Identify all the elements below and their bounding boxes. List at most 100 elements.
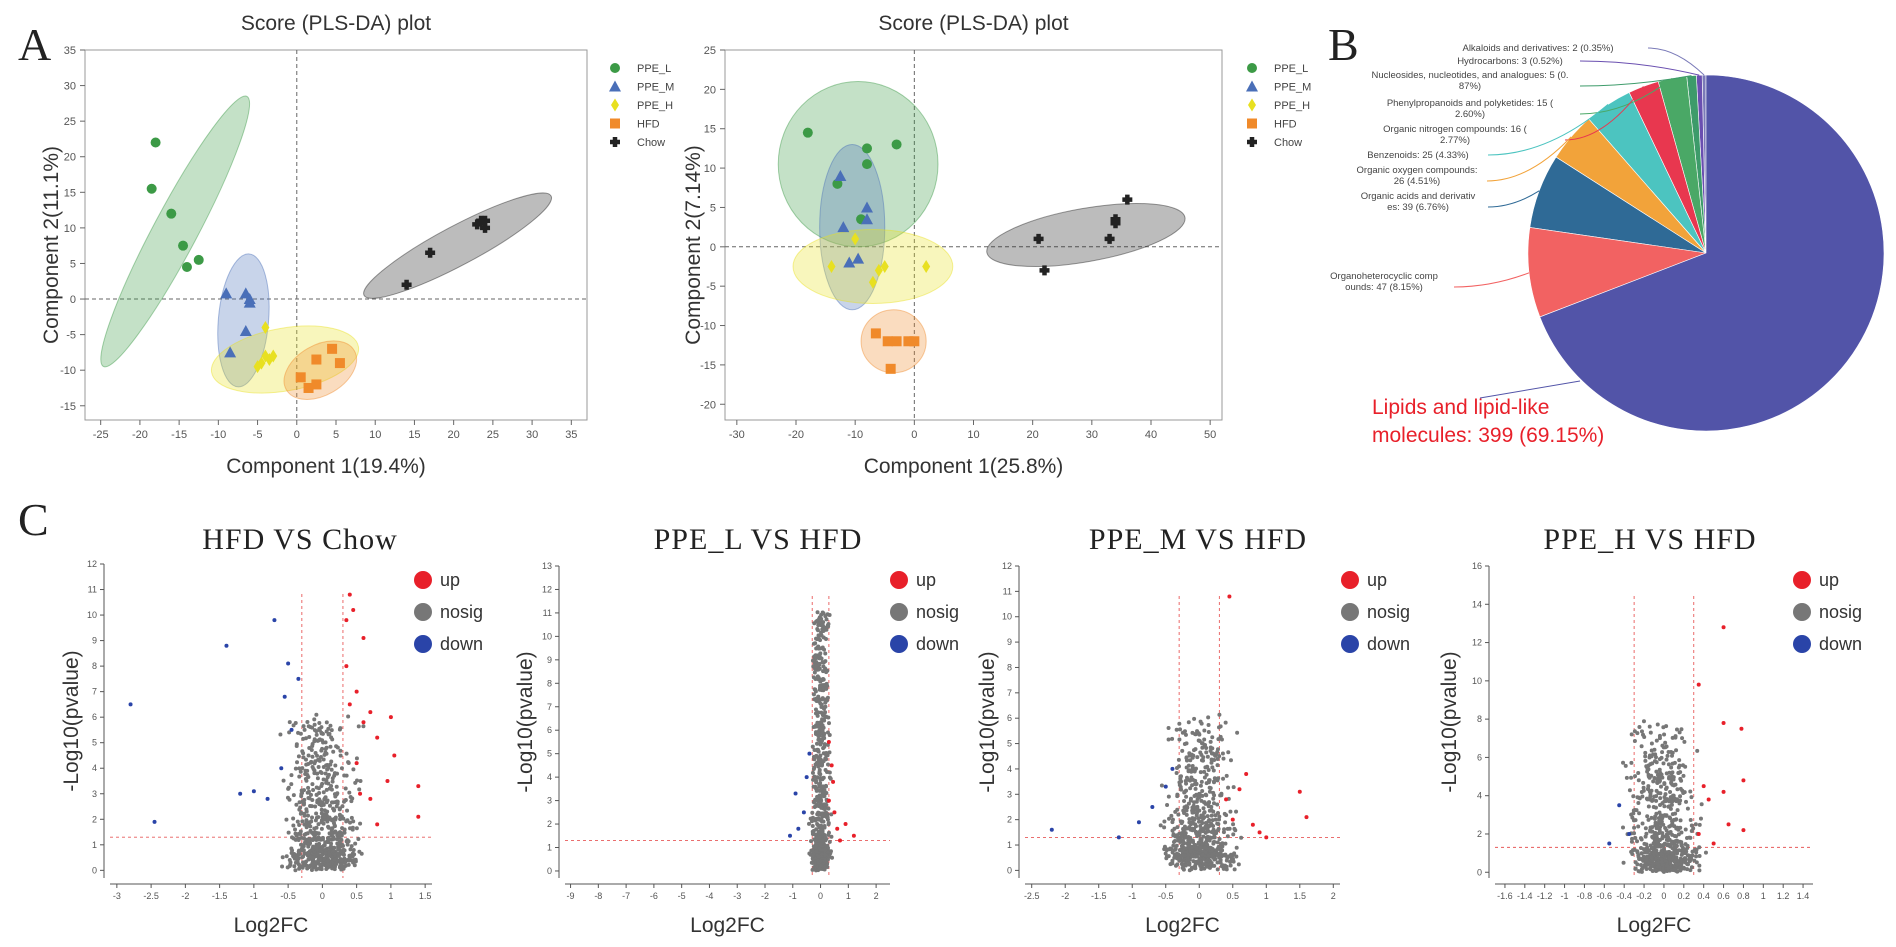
- point-nosig: [1674, 826, 1679, 831]
- point-nosig: [1658, 770, 1663, 775]
- point-chow: [1104, 233, 1115, 244]
- point-nosig: [1203, 850, 1208, 855]
- point-up: [347, 702, 352, 707]
- point-nosig: [1667, 830, 1672, 835]
- point-nosig: [1207, 846, 1212, 851]
- y-tick-label: 11: [543, 608, 552, 618]
- point-down: [804, 775, 809, 780]
- point-chow: [1039, 265, 1050, 276]
- point-nosig: [1678, 856, 1683, 861]
- point-nosig: [1646, 804, 1651, 809]
- point-nosig: [1172, 838, 1177, 843]
- point-nosig: [332, 857, 337, 862]
- point-nosig: [296, 754, 301, 759]
- point-nosig: [1219, 842, 1224, 847]
- x-tick-label: 2: [874, 891, 879, 901]
- point-nosig: [1639, 857, 1644, 862]
- point-nosig: [311, 788, 316, 793]
- x-tick-label: 40: [1145, 429, 1157, 441]
- pie-leader-line-6: [1579, 77, 1673, 115]
- y-tick-label: 10: [542, 631, 552, 641]
- legend-label-down: down: [1367, 634, 1410, 654]
- point-nosig: [1182, 799, 1187, 804]
- point-nosig: [1190, 755, 1195, 760]
- point-nosig: [1639, 869, 1644, 874]
- point-nosig: [1670, 761, 1675, 766]
- point-nosig: [1206, 853, 1211, 858]
- x-tick-label: 1.5: [1294, 891, 1307, 901]
- point-up: [1237, 787, 1242, 792]
- point-nosig: [1641, 854, 1646, 859]
- point-nosig: [825, 730, 830, 735]
- point-nosig: [306, 813, 311, 818]
- point-nosig: [319, 826, 324, 831]
- point-nosig: [814, 849, 819, 854]
- point-nosig: [1678, 794, 1683, 799]
- point-nosig: [1652, 834, 1657, 839]
- point-nosig: [1228, 809, 1233, 814]
- point-nosig: [1183, 846, 1188, 851]
- plot-title: Score (PLS-DA) plot: [878, 12, 1068, 35]
- point-nosig: [817, 866, 822, 871]
- point-nosig: [1208, 739, 1213, 744]
- point-nosig: [1217, 855, 1222, 860]
- point-nosig: [1655, 842, 1660, 847]
- legend-marker-down: [890, 635, 908, 653]
- legend-label-ppe_m: PPE_M: [1274, 82, 1311, 94]
- y-tick-label: 12: [542, 584, 552, 594]
- point-nosig: [824, 617, 829, 622]
- y-tick-label: 6: [1477, 752, 1482, 762]
- pie-label-line: es: 39 (6.76%): [1387, 202, 1449, 213]
- point-up: [1721, 720, 1726, 725]
- point-nosig: [1685, 843, 1690, 848]
- point-nosig: [1675, 808, 1680, 813]
- point-nosig: [1679, 727, 1684, 732]
- point-nosig: [301, 860, 306, 865]
- point-nosig: [1221, 756, 1226, 761]
- point-nosig: [1196, 816, 1201, 821]
- point-nosig: [1200, 841, 1205, 846]
- point-nosig: [1639, 851, 1644, 856]
- point-nosig: [1646, 774, 1651, 779]
- point-nosig: [310, 764, 315, 769]
- point-nosig: [1670, 852, 1675, 857]
- point-nosig: [330, 737, 335, 742]
- y-tick-label: -10: [700, 321, 716, 333]
- x-tick-label: 1.4: [1797, 891, 1810, 901]
- point-nosig: [306, 753, 311, 758]
- point-nosig: [1645, 814, 1650, 819]
- point-nosig: [817, 720, 822, 725]
- point-nosig: [1212, 863, 1217, 868]
- point-nosig: [1680, 865, 1685, 870]
- legend-marker-chow: [610, 137, 620, 147]
- pie-label-line: 26 (4.51%): [1394, 176, 1440, 187]
- point-nosig: [1682, 847, 1687, 852]
- legend-label-down: down: [1819, 634, 1862, 654]
- y-tick-label: 12: [1472, 638, 1482, 648]
- point-nosig: [1677, 730, 1682, 735]
- x-tick-label: -1: [1128, 891, 1136, 901]
- point-nosig: [812, 805, 817, 810]
- point-nosig: [812, 765, 817, 770]
- point-down: [1170, 766, 1175, 771]
- point-down: [796, 826, 801, 831]
- x-tick-label: -0.5: [1158, 891, 1174, 901]
- point-nosig: [1184, 765, 1189, 770]
- point-ppe_h: [253, 360, 262, 374]
- x-tick-label: -20: [788, 429, 804, 441]
- point-ppe_m: [220, 287, 233, 299]
- point-nosig: [820, 723, 825, 728]
- point-nosig: [1179, 779, 1184, 784]
- point-nosig: [1653, 868, 1658, 873]
- point-nosig: [818, 620, 823, 625]
- point-hfd: [870, 328, 881, 339]
- point-nosig: [810, 829, 815, 834]
- point-nosig: [1674, 862, 1679, 867]
- legend-marker-down: [1793, 635, 1811, 653]
- point-ppe_m: [239, 325, 252, 337]
- point-nosig: [310, 754, 315, 759]
- point-nosig: [1199, 798, 1204, 803]
- x-tick-label: 1: [1264, 891, 1269, 901]
- point-nosig: [1663, 797, 1668, 802]
- point-nosig: [1217, 845, 1222, 850]
